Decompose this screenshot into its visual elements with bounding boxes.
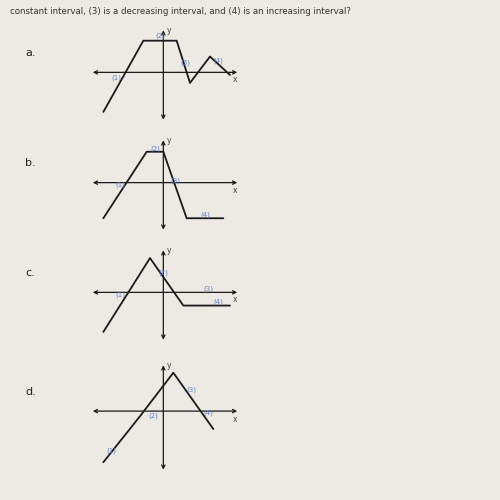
Text: (2): (2) (155, 32, 165, 39)
Text: a.: a. (25, 48, 35, 58)
Text: (3): (3) (180, 60, 190, 66)
Text: (3): (3) (204, 285, 214, 292)
Text: x: x (232, 186, 237, 194)
Text: d.: d. (25, 386, 36, 396)
Text: (4): (4) (200, 212, 210, 218)
Text: x: x (232, 296, 237, 304)
Text: y: y (167, 136, 172, 145)
Text: (3): (3) (186, 386, 196, 392)
Text: constant interval, (3) is a decreasing interval, and (4) is an increasing interv: constant interval, (3) is a decreasing i… (10, 8, 351, 16)
Text: y: y (167, 246, 172, 255)
Text: x: x (232, 416, 237, 424)
Text: (4): (4) (214, 57, 224, 64)
Text: (4): (4) (214, 298, 224, 305)
Text: (2): (2) (158, 270, 168, 276)
Text: y: y (167, 26, 172, 35)
Text: (4): (4) (204, 409, 214, 416)
Text: b.: b. (25, 158, 35, 168)
Text: (1): (1) (106, 448, 117, 454)
Text: y: y (167, 362, 172, 370)
Text: c.: c. (25, 268, 35, 278)
Text: (1): (1) (115, 182, 125, 188)
Text: x: x (232, 76, 237, 84)
Text: (1): (1) (115, 292, 125, 298)
Text: (1): (1) (112, 74, 122, 81)
Text: (3): (3) (170, 178, 180, 184)
Text: (2): (2) (150, 146, 160, 152)
Text: (2): (2) (148, 413, 158, 420)
